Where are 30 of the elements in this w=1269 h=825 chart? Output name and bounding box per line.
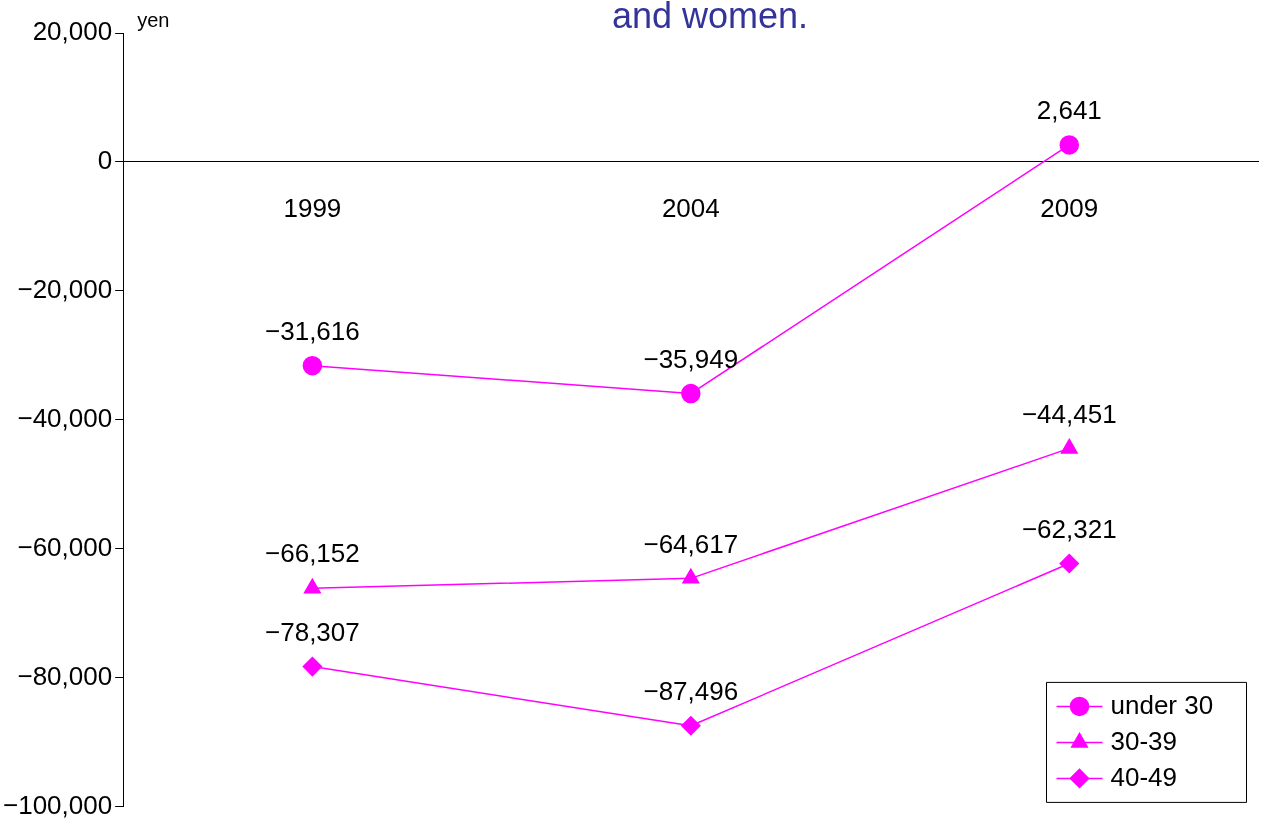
legend-label: under 30 (1110, 689, 1214, 720)
data-label: −44,451 (1021, 398, 1117, 429)
data-label: −87,496 (643, 675, 739, 706)
point (1059, 135, 1080, 155)
y-tick-label: 0 (97, 145, 113, 176)
x-tick-label: 1999 (283, 192, 342, 223)
data-label: −66,152 (265, 538, 360, 569)
data-label: −64,617 (643, 528, 739, 559)
legend-label: 40-49 (1110, 761, 1177, 792)
y-tick-label: 20,000 (32, 16, 113, 47)
point (1059, 553, 1080, 574)
y-tick-label: −80,000 (17, 660, 113, 691)
data-label: −78,307 (265, 616, 360, 647)
data-label: −31,616 (265, 315, 360, 346)
legend-label: 30-39 (1110, 725, 1177, 756)
chart-title: and women. (611, 0, 809, 36)
x-tick-label: 2009 (1040, 192, 1099, 223)
point (681, 716, 701, 736)
point (302, 656, 323, 677)
y-axis-title: yen (137, 8, 170, 31)
x-tick-label: 2004 (661, 192, 720, 223)
y-tick-label: −20,000 (17, 273, 113, 304)
data-label: −62,321 (1021, 513, 1117, 544)
point (302, 355, 323, 376)
y-tick-label: −60,000 (17, 531, 113, 562)
y-tick-label: −40,000 (17, 402, 113, 433)
point (681, 383, 701, 404)
data-label: 2,641 (1036, 95, 1102, 126)
y-tick-label: −100,000 (3, 789, 113, 820)
data-label: −35,949 (643, 343, 739, 374)
